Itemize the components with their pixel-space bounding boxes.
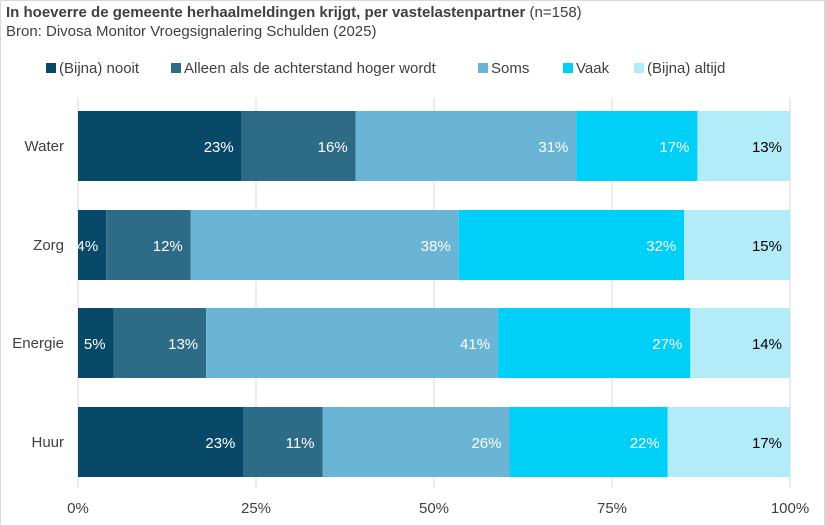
data-label: 11% <box>286 435 315 452</box>
bar-segment <box>697 111 790 181</box>
chart-title-text: In hoeverre de gemeente herhaalmeldingen… <box>6 4 526 21</box>
data-label: 17% <box>659 139 689 156</box>
legend-label: Soms <box>491 60 529 77</box>
category-label: Energie <box>12 335 64 352</box>
data-label: 31% <box>538 139 568 156</box>
category-label: Water <box>25 138 64 155</box>
data-label: 23% <box>204 139 234 156</box>
data-label: 16% <box>318 139 348 156</box>
bar-segment <box>78 210 107 280</box>
data-label: 32% <box>646 238 676 255</box>
data-label: 41% <box>460 336 490 353</box>
category-label: Zorg <box>33 237 64 254</box>
bar-segment <box>576 111 698 181</box>
data-label: 15% <box>752 238 782 255</box>
bar-segment <box>106 210 191 280</box>
legend-label: (Bijna) altijd <box>647 60 725 77</box>
bar-segment <box>206 308 499 378</box>
bar-segment <box>498 308 691 378</box>
data-label: 38% <box>421 238 451 255</box>
bar-segment <box>78 308 114 378</box>
data-label: 12% <box>153 238 183 255</box>
bar-segment <box>113 308 207 378</box>
bar-segment <box>509 407 668 477</box>
category-label: Huur <box>31 434 64 451</box>
bar-segment <box>690 308 790 378</box>
x-tick-label: 25% <box>241 500 271 517</box>
bar-segment <box>78 111 242 181</box>
bar-segment <box>190 210 459 280</box>
data-label: 26% <box>471 435 501 452</box>
bar-segment <box>322 407 510 477</box>
bar-segment <box>355 111 577 181</box>
data-label: 17% <box>752 435 782 452</box>
chart-title-n: (n=158) <box>529 4 582 21</box>
x-tick-label: 100% <box>771 500 809 517</box>
x-tick-label: 75% <box>597 500 627 517</box>
legend-label: (Bijna) nooit <box>59 60 140 77</box>
legend-label: Vaak <box>576 60 610 77</box>
legend-swatch <box>563 63 573 73</box>
data-label: 4% <box>77 238 99 255</box>
legend-swatch <box>478 63 488 73</box>
x-tick-label: 0% <box>67 500 89 517</box>
legend-swatch <box>46 63 56 73</box>
bar-segment <box>667 407 790 477</box>
data-label: 22% <box>630 435 660 452</box>
legend-label: Alleen als de achterstand hoger wordt <box>184 60 437 77</box>
bar-segment <box>684 210 790 280</box>
chart-title: In hoeverre de gemeente herhaalmeldingen… <box>6 4 582 22</box>
bar-segment <box>243 407 323 477</box>
data-label: 5% <box>84 336 106 353</box>
bar-segment <box>78 407 244 477</box>
legend-swatch <box>634 63 644 73</box>
data-label: 23% <box>205 435 235 452</box>
bar-segment <box>458 210 685 280</box>
data-label: 27% <box>652 336 682 353</box>
bar-segment <box>241 111 356 181</box>
data-label: 13% <box>168 336 198 353</box>
data-label: 14% <box>752 336 782 353</box>
chart-subtitle: Bron: Divosa Monitor Vroegsignalering Sc… <box>6 23 377 40</box>
x-tick-label: 50% <box>419 500 449 517</box>
legend-swatch <box>171 63 181 73</box>
data-label: 13% <box>752 139 782 156</box>
